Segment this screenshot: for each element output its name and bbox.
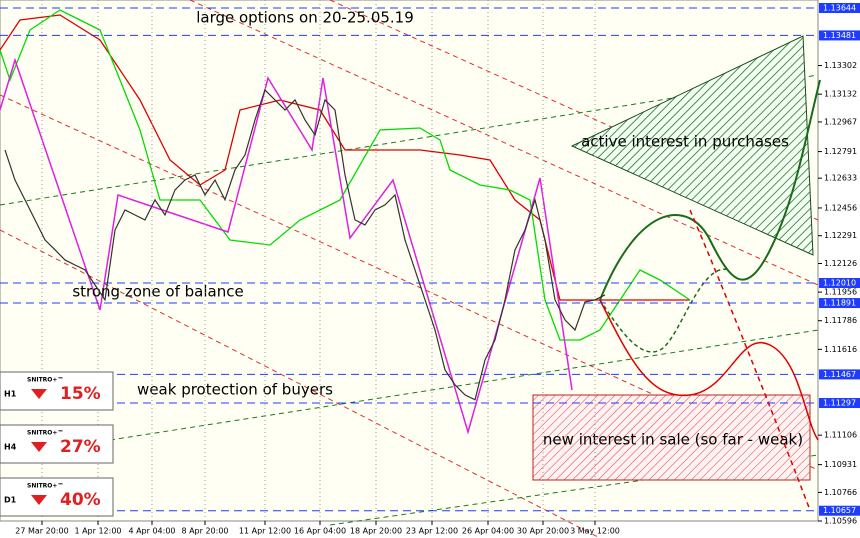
annotation: active interest in purchases	[581, 133, 789, 151]
level-label: 1.11467	[823, 370, 856, 379]
forecast-down-alt	[689, 209, 811, 511]
y-tick-label: 1.13132	[824, 90, 857, 99]
forecast-alt	[599, 268, 731, 353]
indicator-value: 27%	[60, 437, 101, 457]
chart-title: large options on 20-25.05.19	[196, 9, 414, 27]
decorations	[0, 0, 821, 538]
level-label-box	[819, 3, 860, 13]
indicator-label: SNITRO+™	[27, 483, 63, 490]
level-label-box	[819, 505, 860, 516]
x-tick-label: 26 Apr 04:00	[462, 527, 514, 536]
level-label: 1.11297	[823, 399, 856, 408]
y-tick-label: 1.10931	[824, 460, 857, 469]
ichimoku-green	[0, 9, 691, 341]
indicator-bg	[0, 424, 114, 464]
indicator-arrow	[31, 495, 47, 505]
forecast-down	[599, 299, 819, 441]
y-tick-label: 1.12791	[824, 147, 857, 156]
level-label-box	[819, 298, 860, 309]
annotation: strong zone of balance	[72, 283, 243, 301]
level-label-box	[819, 278, 860, 289]
level-label: 1.11891	[823, 299, 856, 308]
y-tick-label: 1.12126	[824, 259, 857, 268]
indicator-timeframe: D1	[4, 496, 17, 505]
x-tick-label: 1 Apr 12:00	[74, 527, 121, 536]
y-tick-label: 1.10766	[824, 488, 857, 497]
sell-zone	[532, 394, 811, 481]
indicator-timeframe: H4	[4, 443, 17, 452]
y-tick-label: 1.11786	[824, 316, 857, 325]
level-label-box	[819, 30, 860, 41]
indicator-arrow	[31, 389, 47, 399]
forecast-up	[599, 79, 821, 301]
x-tick-label: 27 Mar 20:00	[15, 527, 68, 536]
level-label: 1.12010	[823, 279, 856, 288]
y-tick-label: 1.12967	[824, 117, 857, 126]
y-tick-label: 1.12633	[824, 174, 857, 183]
trend-line	[109, 329, 819, 441]
y-tick-label: 1.11616	[824, 345, 857, 354]
indicator-value: 15%	[60, 384, 101, 404]
indicator-bg	[0, 477, 114, 517]
y-tick-label: 1.13302	[824, 61, 857, 70]
x-tick-label: 18 Apr 20:00	[350, 527, 402, 536]
indicator-label: SNITRO+™	[27, 430, 63, 437]
level-label: 1.13644	[823, 4, 856, 13]
level-label: 1.13481	[823, 31, 856, 40]
x-tick-label: 3 May 12:00	[570, 527, 620, 536]
trend-line	[329, 454, 819, 526]
channel-line	[0, 229, 601, 538]
x-tick-label: 30 Apr 20:00	[517, 527, 569, 536]
indicator-bg	[0, 371, 114, 411]
y-tick-label: 1.11106	[824, 431, 857, 440]
y-tick-label: 1.12456	[824, 203, 857, 212]
y-tick-label: 1.11956	[824, 288, 857, 297]
trend-line	[0, 74, 819, 206]
annotation: weak protection of buyers	[137, 381, 333, 399]
y-tick-label: 1.12291	[824, 231, 857, 240]
indicator-timeframe: H1	[4, 390, 17, 399]
level-label-box	[819, 369, 860, 380]
indicator-value: 40%	[60, 490, 101, 510]
y-tick-label: 1.10596	[824, 517, 857, 526]
indicator-label: SNITRO+™	[27, 377, 63, 384]
annotation: new interest in sale (so far - weak)	[543, 431, 803, 449]
level-label-box	[819, 398, 860, 409]
buy-triangle	[570, 35, 814, 256]
zigzag	[0, 57, 573, 435]
x-tick-label: 16 Apr 04:00	[294, 527, 346, 536]
channel-line	[189, 0, 819, 286]
price-line	[4, 88, 606, 401]
indicator-arrow	[31, 442, 47, 452]
x-tick-label: 8 Apr 20:00	[181, 527, 228, 536]
x-tick-label: 4 Apr 04:00	[128, 527, 175, 536]
x-tick-label: 11 Apr 12:00	[239, 527, 291, 536]
level-label: 1.10657	[823, 506, 856, 515]
x-tick-label: 23 Apr 12:00	[406, 527, 458, 536]
